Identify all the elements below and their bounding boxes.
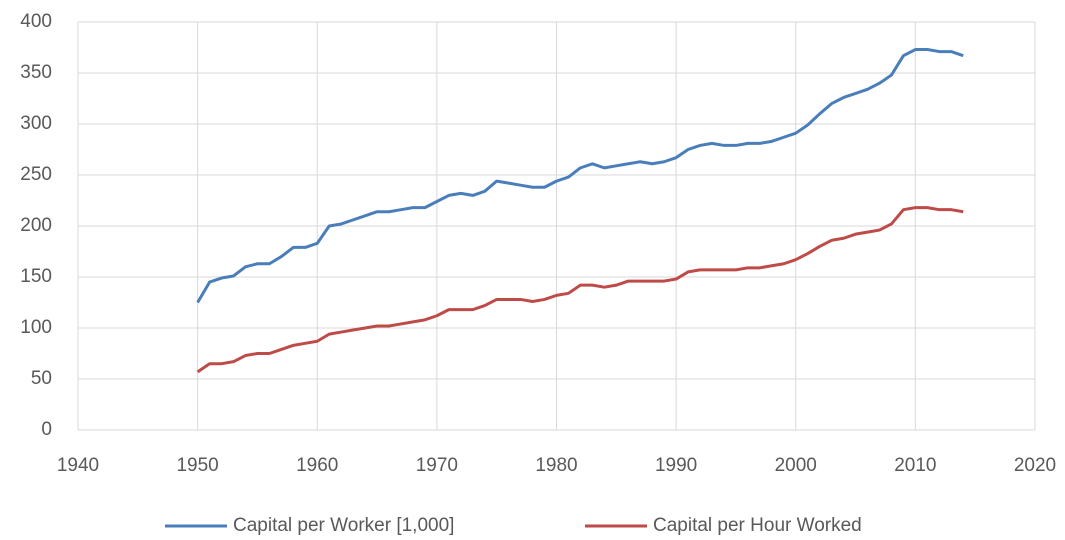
y-tick-label: 50 bbox=[31, 368, 52, 389]
x-tick-label: 1990 bbox=[655, 455, 697, 476]
y-tick-label: 100 bbox=[20, 317, 52, 338]
x-tick-label: 2020 bbox=[1014, 455, 1056, 476]
y-tick-label: 400 bbox=[20, 11, 52, 32]
x-tick-label: 2000 bbox=[775, 455, 817, 476]
line-series bbox=[196, 48, 964, 304]
legend-label: Capital per Worker [1,000] bbox=[233, 515, 454, 536]
y-tick-label: 250 bbox=[20, 164, 52, 185]
y-tick-label: 0 bbox=[41, 419, 52, 440]
y-tick-label: 350 bbox=[20, 62, 52, 83]
x-tick-label: 1940 bbox=[57, 455, 99, 476]
line-series bbox=[196, 206, 964, 374]
legend-label: Capital per Hour Worked bbox=[653, 515, 862, 536]
x-tick-label: 1980 bbox=[535, 455, 577, 476]
x-tick-label: 1960 bbox=[296, 455, 338, 476]
y-tick-label: 200 bbox=[20, 215, 52, 236]
x-tick-label: 1950 bbox=[176, 455, 218, 476]
x-tick-label: 1970 bbox=[416, 455, 458, 476]
x-tick-label: 2010 bbox=[894, 455, 936, 476]
y-tick-label: 150 bbox=[20, 266, 52, 287]
y-tick-label: 300 bbox=[20, 113, 52, 134]
